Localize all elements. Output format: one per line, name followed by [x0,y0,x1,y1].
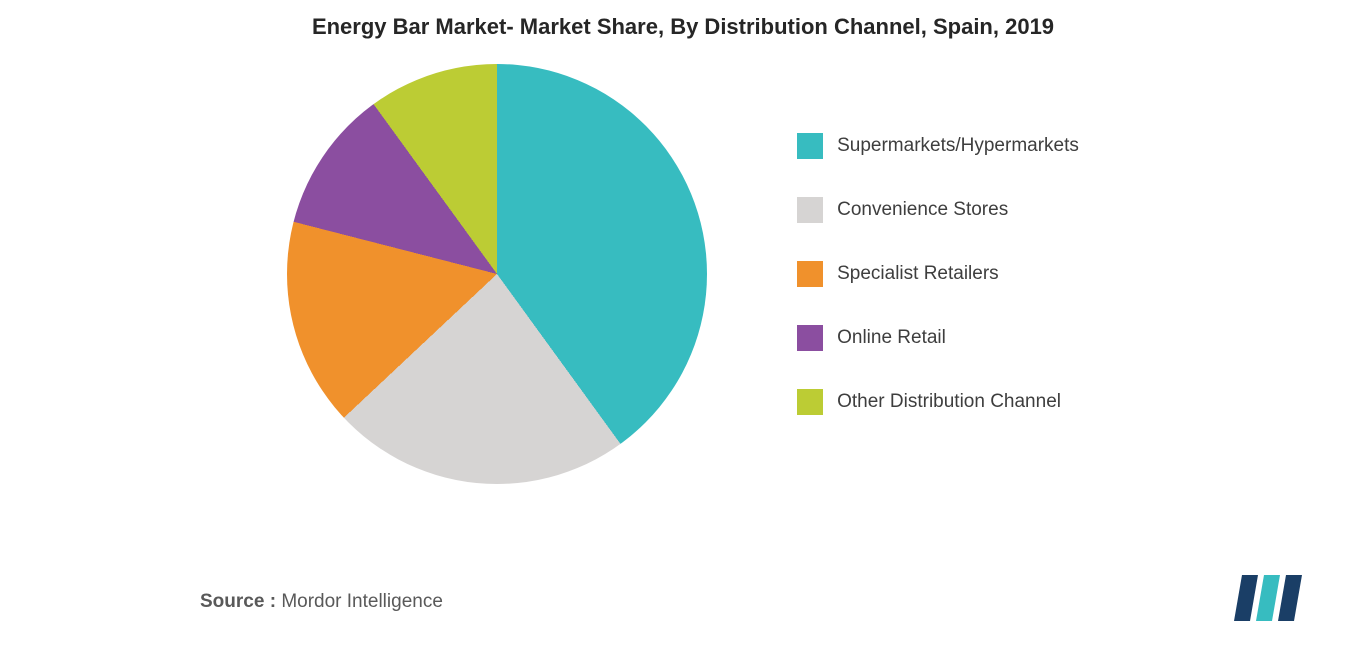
chart-title: Energy Bar Market- Market Share, By Dist… [0,0,1366,40]
source-line: Source : Mordor Intelligence [200,591,443,613]
legend-label: Other Distribution Channel [837,391,1061,413]
legend-label: Supermarkets/Hypermarkets [837,135,1079,157]
chart-row: Supermarkets/Hypermarkets Convenience Sto… [0,64,1366,484]
pie-chart [287,64,707,484]
legend-swatch [797,261,823,287]
legend-item: Specialist Retailers [797,261,1079,287]
legend-swatch [797,389,823,415]
legend-swatch [797,133,823,159]
legend-item: Supermarkets/Hypermarkets [797,133,1079,159]
legend-label: Specialist Retailers [837,263,999,285]
brand-logo [1234,575,1306,621]
legend-label: Convenience Stores [837,199,1008,221]
source-label: Source : [200,591,276,612]
legend-item: Other Distribution Channel [797,389,1079,415]
legend-label: Online Retail [837,327,946,349]
legend-swatch [797,197,823,223]
legend: Supermarkets/Hypermarkets Convenience Sto… [797,133,1079,415]
legend-item: Online Retail [797,325,1079,351]
legend-item: Convenience Stores [797,197,1079,223]
legend-swatch [797,325,823,351]
source-text: Mordor Intelligence [281,591,443,612]
